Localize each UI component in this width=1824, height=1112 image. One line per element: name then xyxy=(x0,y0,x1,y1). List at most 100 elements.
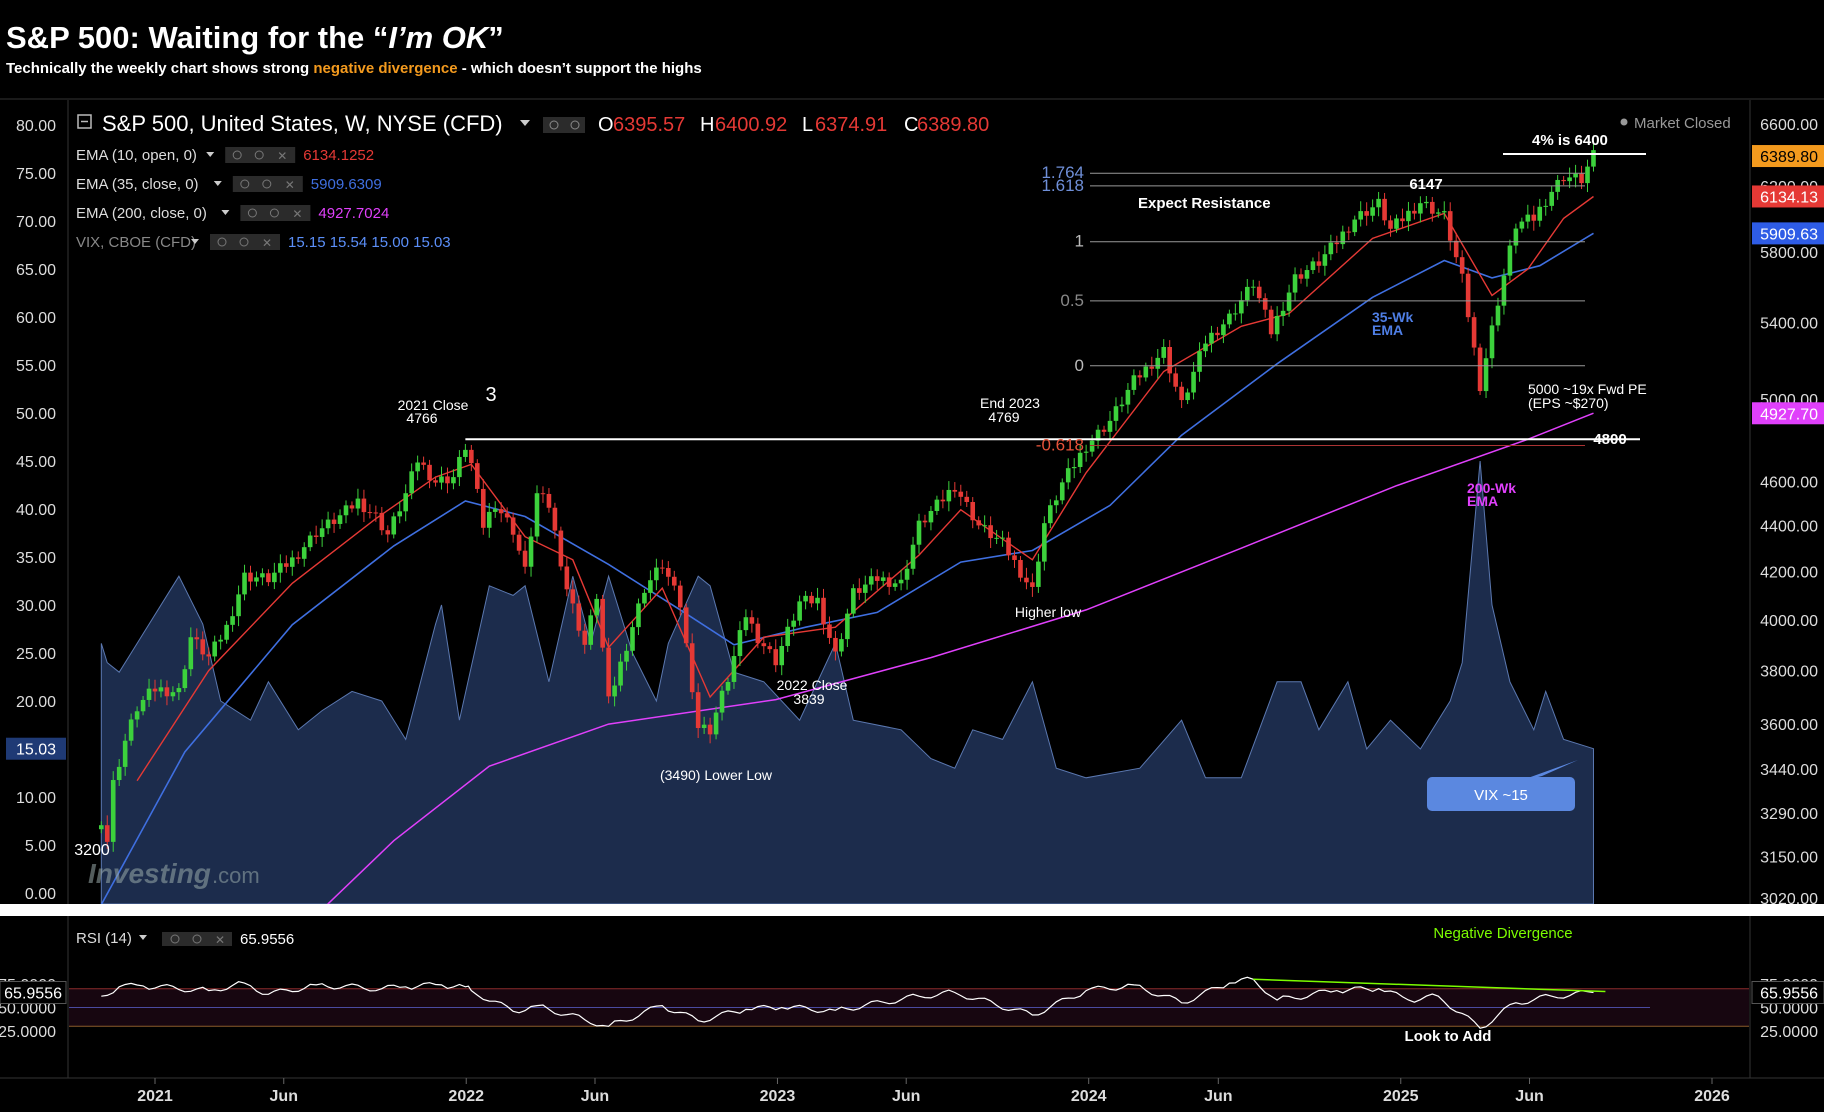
candle-body xyxy=(1161,346,1167,358)
pane-separator[interactable] xyxy=(0,904,1824,916)
symbol-title[interactable]: S&P 500, United States, W, NYSE (CFD) xyxy=(102,111,503,136)
x-tick-label: Jun xyxy=(1204,1088,1232,1105)
price-tick-label: 4400.00 xyxy=(1760,518,1818,535)
candle-body xyxy=(1471,317,1477,348)
price-tick-label: 6600.00 xyxy=(1760,117,1818,134)
candle-body xyxy=(1310,261,1316,271)
candle-body xyxy=(600,598,605,648)
candle-body xyxy=(397,511,403,517)
candle-body xyxy=(1549,191,1554,206)
investing-watermark: Investing .com xyxy=(88,858,260,889)
fib-label: 1.618 xyxy=(1041,176,1084,195)
candle-body xyxy=(648,580,653,593)
fib-label: 1.764 xyxy=(1041,163,1084,182)
divergence-line xyxy=(1253,978,1606,993)
candle-body xyxy=(1221,324,1226,336)
candle-body xyxy=(385,530,391,535)
candle-body xyxy=(307,535,313,548)
symbol-dropdown-icon[interactable] xyxy=(520,120,530,126)
candle-body xyxy=(1495,305,1501,326)
candle-body xyxy=(606,647,611,697)
vix-tick-label: 75.00 xyxy=(16,166,56,183)
candle-body xyxy=(1441,211,1447,213)
rsi-legend-name[interactable]: RSI (14) xyxy=(76,930,132,947)
x-tick-label: 2025 xyxy=(1383,1088,1419,1105)
candle-body xyxy=(994,537,999,539)
study-name: VIX, CBOE (CFD) xyxy=(76,234,196,251)
collapse-icon[interactable] xyxy=(77,114,92,129)
rsi-tag-left: 65.9556 xyxy=(4,986,62,1003)
vix-tick-label: 65.00 xyxy=(16,262,56,279)
candle-body xyxy=(1525,214,1531,222)
candle-body xyxy=(1316,261,1322,266)
candle-body xyxy=(636,603,641,628)
candle-body xyxy=(940,499,946,502)
price-tag-bg xyxy=(1752,402,1824,425)
price-tag: 5909.63 xyxy=(1760,226,1818,243)
candle-body xyxy=(797,601,802,621)
candle-body xyxy=(851,588,856,614)
candle-body xyxy=(242,572,247,595)
symbol-settings-icon[interactable] xyxy=(543,117,585,133)
candle-body xyxy=(319,528,325,537)
vix-tick-label: 45.00 xyxy=(16,454,56,471)
candle-body xyxy=(409,471,414,494)
candle-body xyxy=(1089,440,1095,452)
candle-body xyxy=(439,476,444,483)
candle-body xyxy=(1424,201,1429,204)
ohlc-key: L xyxy=(802,114,813,136)
candle-body xyxy=(701,724,707,729)
annotation-ema200-b: EMA xyxy=(1467,493,1498,509)
price-tag: 6389.80 xyxy=(1760,149,1818,166)
candle-body xyxy=(982,525,987,527)
candle-body xyxy=(1018,559,1023,578)
x-tick-label: Jun xyxy=(1515,1088,1543,1105)
candle-body xyxy=(1465,273,1471,318)
study-settings-icon xyxy=(210,234,280,250)
annotation-start-low: 3200 xyxy=(74,842,110,859)
remove-icon: ✕ xyxy=(292,207,302,221)
candle-body xyxy=(212,641,217,657)
rsi-tag-right-bg xyxy=(1751,981,1824,1005)
candle-body xyxy=(827,624,832,638)
candle-body xyxy=(1418,203,1423,214)
candle-body xyxy=(1125,389,1131,405)
vix-tag: 15.03 xyxy=(16,742,56,759)
price-tick-label: 5400.00 xyxy=(1760,316,1818,333)
vix-tick-label: 20.00 xyxy=(16,694,56,711)
annotation-close-2022-a: 2022 Close xyxy=(777,677,848,693)
remove-icon: ✕ xyxy=(262,236,272,250)
candle-body xyxy=(874,576,880,581)
candle-body xyxy=(862,584,868,593)
annotation-close-2021-a: 2021 Close xyxy=(398,397,469,413)
candle-body xyxy=(1567,177,1572,182)
candle-body xyxy=(546,493,552,508)
study-value: 15.15 15.54 15.00 15.03 xyxy=(288,234,451,251)
candle-body xyxy=(158,687,164,692)
rsi-tag-left-bg xyxy=(0,981,67,1005)
price-tick-label: 3440.00 xyxy=(1760,762,1818,779)
candle-body xyxy=(868,576,874,585)
annotation-close-2021-b: 4766 xyxy=(406,410,437,426)
candle-body xyxy=(1328,242,1334,255)
x-tick-label: 2026 xyxy=(1694,1088,1730,1105)
candle-body xyxy=(182,669,188,689)
candle-body xyxy=(803,595,808,602)
candle-body xyxy=(1244,286,1250,301)
candle-body xyxy=(928,510,934,523)
rsi-settings-icon[interactable]: ✕ xyxy=(162,932,232,947)
candle-body xyxy=(618,661,623,686)
rsi-dropdown-icon[interactable] xyxy=(139,935,147,940)
candle-body xyxy=(833,637,838,652)
annotation-high-6147: 6147 xyxy=(1409,176,1442,193)
candle-body xyxy=(1346,231,1352,233)
candle-body xyxy=(1179,386,1184,401)
candle-body xyxy=(1250,286,1256,288)
candle-body xyxy=(1537,206,1543,221)
candle-body xyxy=(1579,173,1584,184)
candle-body xyxy=(104,825,110,842)
annotation-ema200-a: 200-Wk xyxy=(1467,480,1516,496)
candle-body xyxy=(1394,218,1399,229)
ema200-line xyxy=(326,412,1594,904)
